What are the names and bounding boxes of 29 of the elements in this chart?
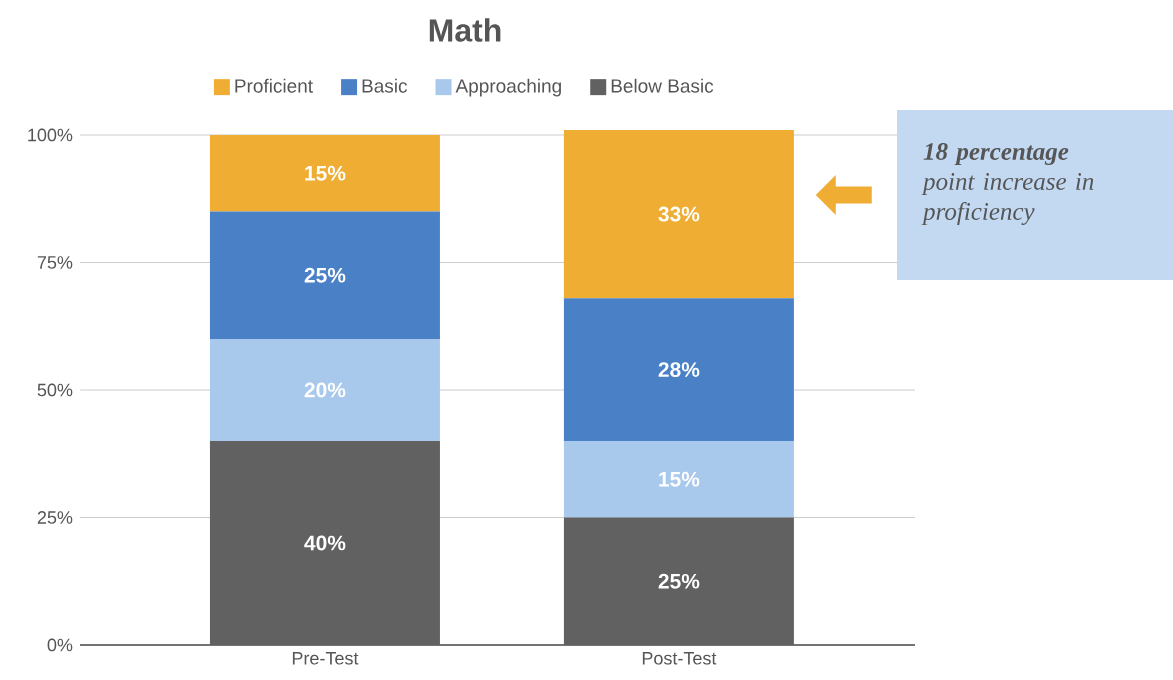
- y-tick-label: 0%: [47, 638, 73, 652]
- data-label: 33%: [658, 206, 700, 222]
- y-tick-label: 100%: [28, 128, 73, 142]
- bar: [563, 517, 794, 645]
- text: 18 percentage point increase in proficiency: [921, 143, 1094, 226]
- y-tick-label: 25%: [37, 511, 73, 524]
- y-tick-label: 50%: [37, 383, 73, 397]
- data-label: 25%: [304, 267, 346, 283]
- bar: [209, 211, 440, 339]
- data-label: 20%: [304, 382, 346, 398]
- bar: [209, 338, 440, 441]
- legend-label: Basic: [362, 78, 408, 93]
- legend-label: Approaching: [455, 78, 561, 97]
- data-label: 40%: [304, 535, 346, 551]
- x-tick-label: Pre-Test: [292, 652, 359, 665]
- data-label: 15%: [305, 165, 346, 181]
- chart-title: Math: [429, 18, 501, 42]
- x-tick-label: Post-Test: [642, 652, 717, 665]
- bar: [563, 440, 794, 518]
- data-label: 28%: [658, 362, 700, 378]
- bar: [563, 298, 794, 441]
- y-tick-label: 75%: [37, 256, 73, 269]
- bar: [209, 134, 440, 212]
- bar: [563, 129, 794, 299]
- legend-label: Below Basic: [611, 78, 714, 93]
- data-label: 15%: [659, 471, 700, 487]
- bar: [209, 440, 440, 645]
- data-label: 25%: [658, 573, 700, 589]
- legend-label: Proficient: [235, 78, 313, 93]
